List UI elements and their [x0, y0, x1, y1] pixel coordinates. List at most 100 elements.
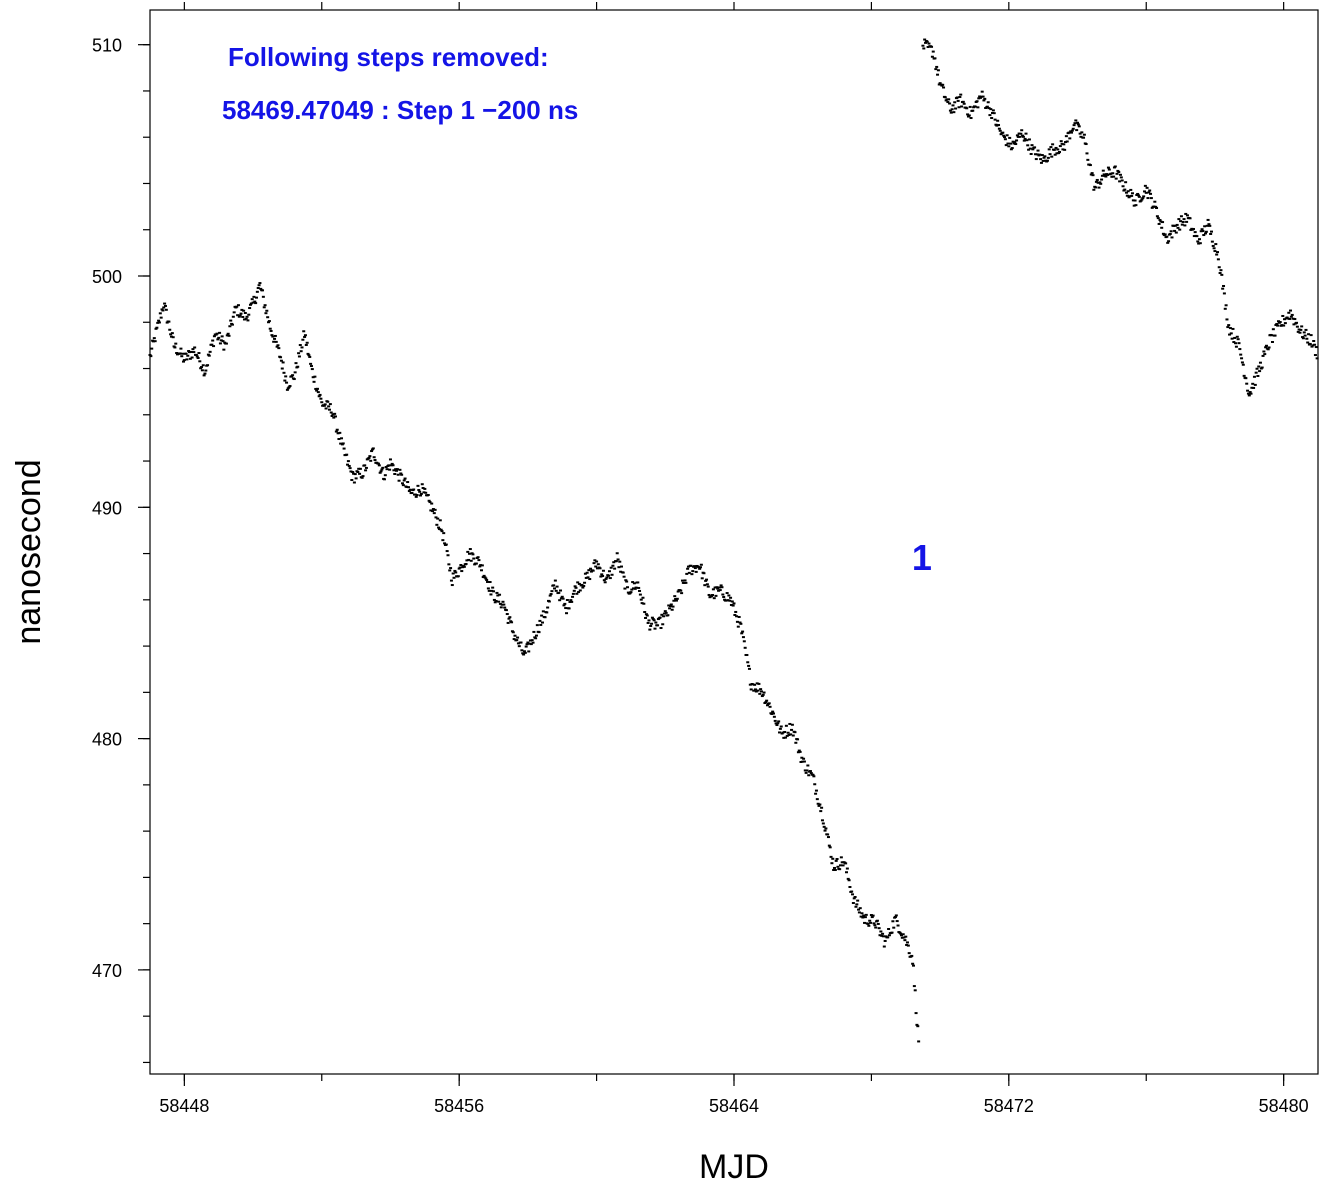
data-point — [1035, 153, 1039, 156]
data-point — [524, 645, 528, 648]
data-point — [832, 866, 836, 869]
data-point — [249, 302, 253, 305]
data-point — [716, 587, 720, 590]
data-point — [713, 586, 717, 589]
data-point — [1013, 141, 1017, 144]
data-point — [669, 603, 673, 606]
data-point — [1196, 240, 1200, 243]
data-point — [686, 565, 690, 568]
data-point — [1076, 121, 1080, 124]
data-point — [958, 96, 962, 99]
data-point — [448, 569, 452, 572]
data-point — [1252, 386, 1256, 389]
data-point — [864, 913, 868, 916]
data-point — [1026, 144, 1030, 147]
data-point — [607, 574, 611, 577]
data-point — [774, 722, 778, 725]
data-point — [506, 621, 510, 624]
data-point — [1244, 377, 1248, 380]
data-point — [450, 584, 454, 587]
data-point — [712, 597, 716, 600]
data-point — [168, 328, 172, 331]
data-point — [1293, 318, 1297, 321]
data-point — [1119, 176, 1123, 179]
data-point — [1096, 181, 1100, 184]
data-point — [1048, 153, 1052, 156]
data-point — [1263, 353, 1267, 356]
data-point — [950, 108, 954, 111]
data-point — [1204, 230, 1208, 233]
data-point — [232, 311, 236, 314]
data-point — [1003, 138, 1007, 141]
data-point — [271, 335, 275, 338]
data-point — [324, 407, 328, 410]
data-point — [358, 472, 362, 475]
data-point — [596, 563, 600, 566]
data-point — [1254, 371, 1258, 374]
data-point — [802, 760, 806, 763]
data-point — [745, 654, 749, 657]
data-point — [1030, 144, 1034, 147]
data-point — [1050, 155, 1054, 158]
data-point — [322, 404, 326, 407]
data-point — [279, 356, 283, 359]
data-point — [1300, 325, 1304, 328]
data-point — [813, 783, 817, 786]
data-point — [728, 599, 732, 602]
data-point — [561, 597, 565, 600]
x-tick-label: 58464 — [709, 1096, 759, 1116]
data-point — [1024, 132, 1028, 135]
data-point — [547, 600, 551, 603]
y-tick-label: 480 — [92, 730, 122, 750]
data-point — [1297, 328, 1301, 331]
data-point — [959, 93, 963, 96]
data-point — [738, 621, 742, 624]
data-point — [668, 605, 672, 608]
data-point — [711, 594, 715, 597]
data-point — [317, 395, 321, 398]
data-point — [1149, 192, 1153, 195]
data-point — [820, 819, 824, 822]
data-point — [901, 933, 905, 936]
data-point — [1102, 173, 1106, 176]
data-point — [208, 350, 212, 353]
data-point — [976, 106, 980, 109]
data-point — [787, 733, 791, 736]
data-point — [747, 667, 751, 670]
data-point — [986, 101, 990, 104]
data-point — [1121, 185, 1125, 188]
data-point — [644, 613, 648, 616]
data-point — [707, 593, 711, 596]
data-point — [1232, 341, 1236, 344]
data-point — [1222, 284, 1226, 287]
data-point — [377, 464, 381, 467]
data-point — [1240, 361, 1244, 364]
data-point — [782, 736, 786, 739]
data-point — [581, 586, 585, 589]
data-point — [1158, 218, 1162, 221]
data-point — [1148, 189, 1152, 192]
data-point — [1086, 158, 1090, 161]
data-point — [283, 379, 287, 382]
data-point — [1166, 241, 1170, 244]
data-point — [777, 720, 781, 723]
data-point — [894, 914, 898, 917]
data-point — [684, 581, 688, 584]
data-point — [242, 318, 246, 321]
data-point — [554, 589, 558, 592]
data-point — [1287, 311, 1291, 314]
data-point — [294, 362, 298, 365]
data-point — [1285, 316, 1289, 319]
data-point — [1258, 370, 1262, 373]
data-point — [434, 516, 438, 519]
data-point — [210, 343, 214, 346]
data-point — [685, 572, 689, 575]
data-point — [417, 489, 421, 492]
data-point — [796, 751, 800, 754]
data-point — [1077, 125, 1081, 128]
data-point — [277, 347, 281, 350]
data-point — [1064, 135, 1068, 138]
data-point — [1202, 234, 1206, 237]
data-point — [219, 339, 223, 342]
data-point — [914, 1012, 918, 1015]
